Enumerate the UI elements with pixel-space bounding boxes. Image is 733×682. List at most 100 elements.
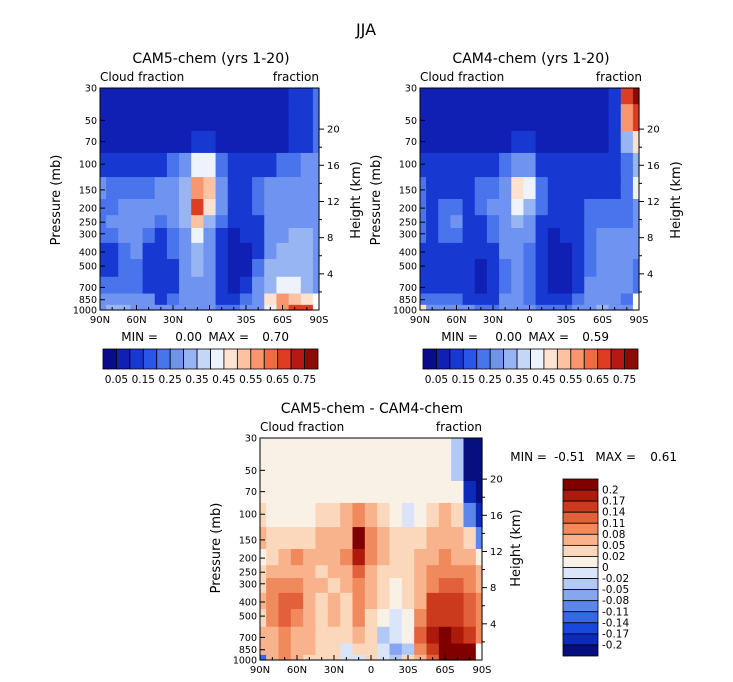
colorbar-swatch	[476, 348, 491, 370]
heatmap-cell	[288, 228, 302, 244]
heatmap-cell	[266, 480, 280, 504]
heatmap-cell	[215, 276, 229, 295]
heatmap-cell	[377, 578, 391, 594]
heatmap-cell	[118, 215, 132, 229]
heatmap-cell	[327, 626, 341, 645]
heatmap-cell	[352, 626, 366, 645]
heatmap-cell	[260, 438, 267, 455]
heatmap-cell	[288, 242, 302, 260]
heatmap-cell	[420, 130, 427, 154]
heatmap-cell	[401, 643, 415, 656]
heatmap-cell	[572, 228, 585, 244]
heatmap-cell	[486, 177, 500, 200]
height-tick-label: 16	[327, 161, 340, 172]
heatmap-cell	[239, 88, 253, 105]
heatmap-cell	[450, 88, 464, 105]
heatmap-cell	[523, 88, 537, 105]
y-tick-label: 300	[399, 229, 417, 240]
heatmap-cell	[130, 130, 144, 154]
heatmap-cell	[462, 177, 476, 200]
heatmap-cell	[511, 293, 525, 306]
heatmap-cell	[486, 259, 500, 278]
heatmap-cell	[596, 130, 610, 154]
heatmap-cell	[584, 199, 598, 216]
heatmap-cell	[499, 88, 512, 105]
colorbar-label: -0.2	[602, 639, 623, 651]
colorbar-swatch	[196, 348, 211, 370]
heatmap-cell	[100, 259, 107, 278]
heatmap-cell	[377, 502, 391, 528]
heatmap-cell	[559, 199, 573, 216]
heatmap-cell	[499, 177, 512, 200]
heatmap-cell	[303, 565, 317, 579]
heatmap-cell	[100, 88, 107, 105]
heatmap-cell	[584, 259, 598, 278]
colorbar-label: 0.75	[613, 374, 636, 386]
heatmap-cell	[315, 565, 329, 579]
heatmap-cell	[584, 104, 598, 132]
heatmap-cell	[401, 454, 415, 482]
heatmap-cell	[100, 276, 107, 295]
heatmap-cell	[106, 199, 119, 216]
heatmap-cell	[426, 565, 440, 579]
heatmap-cell	[499, 228, 512, 244]
y-axis-right-label: Height (km)	[509, 509, 524, 586]
y-tick-label: 150	[239, 535, 257, 546]
heatmap-cell	[315, 578, 329, 594]
heatmap-cell	[312, 130, 320, 154]
heatmap-cell	[166, 276, 180, 295]
max-value: 0.61	[650, 450, 677, 464]
colorbar-swatch	[562, 644, 599, 657]
heatmap-cell	[414, 438, 428, 455]
heatmap-cell	[523, 259, 537, 278]
heatmap-cell	[203, 228, 217, 244]
heatmap-cell	[632, 304, 640, 311]
heatmap-cell	[572, 259, 585, 278]
heatmap-cell	[130, 199, 144, 216]
heatmap-cell	[340, 592, 354, 610]
colorbar-swatch	[556, 348, 572, 370]
heatmap-cell	[632, 199, 640, 216]
heatmap-cell	[327, 609, 341, 628]
heatmap-cell	[451, 578, 465, 594]
heatmap-cell	[450, 199, 464, 216]
heatmap-cell	[276, 215, 290, 229]
heatmap-cell	[191, 199, 205, 216]
heatmap-cell	[475, 480, 483, 504]
y-tick-label: 700	[399, 283, 417, 294]
heatmap-cell	[426, 228, 439, 244]
min-label: MIN =	[441, 330, 478, 344]
heatmap-cell	[352, 578, 366, 594]
heatmap-cell	[340, 454, 354, 482]
heatmap-cell	[260, 549, 267, 566]
heatmap-cell	[523, 215, 537, 229]
heatmap-cell	[523, 104, 537, 132]
y-tick-label: 250	[239, 568, 257, 579]
heatmap-cell	[203, 276, 217, 295]
heatmap-cell	[315, 438, 329, 455]
heatmap-cell	[290, 592, 304, 610]
heatmap-cell	[474, 242, 488, 260]
heatmap-cell	[523, 177, 537, 200]
colorbar-swatch	[562, 533, 599, 546]
heatmap-cell	[278, 578, 292, 594]
heatmap-cell	[290, 578, 304, 594]
heatmap-cell	[632, 177, 640, 200]
heatmap-cell	[463, 592, 477, 610]
heatmap-cell	[523, 242, 537, 260]
heatmap-cell	[451, 438, 465, 455]
height-tick-label: 20	[490, 475, 503, 486]
heatmap-cell	[179, 228, 192, 244]
heatmap-cell	[166, 104, 180, 132]
y-tick-label: 850	[399, 295, 417, 306]
heatmap-cell	[315, 626, 329, 645]
heatmap-cell	[315, 480, 329, 504]
heatmap-cell	[420, 242, 427, 260]
height-tick-label: 4	[327, 269, 333, 280]
colorbar-swatch	[250, 348, 265, 370]
heatmap-cell	[511, 152, 525, 178]
heatmap-cell	[596, 242, 610, 260]
x-tick-label: 0	[526, 315, 532, 326]
heatmap-cell	[389, 609, 403, 628]
heatmap-cell	[166, 152, 180, 178]
